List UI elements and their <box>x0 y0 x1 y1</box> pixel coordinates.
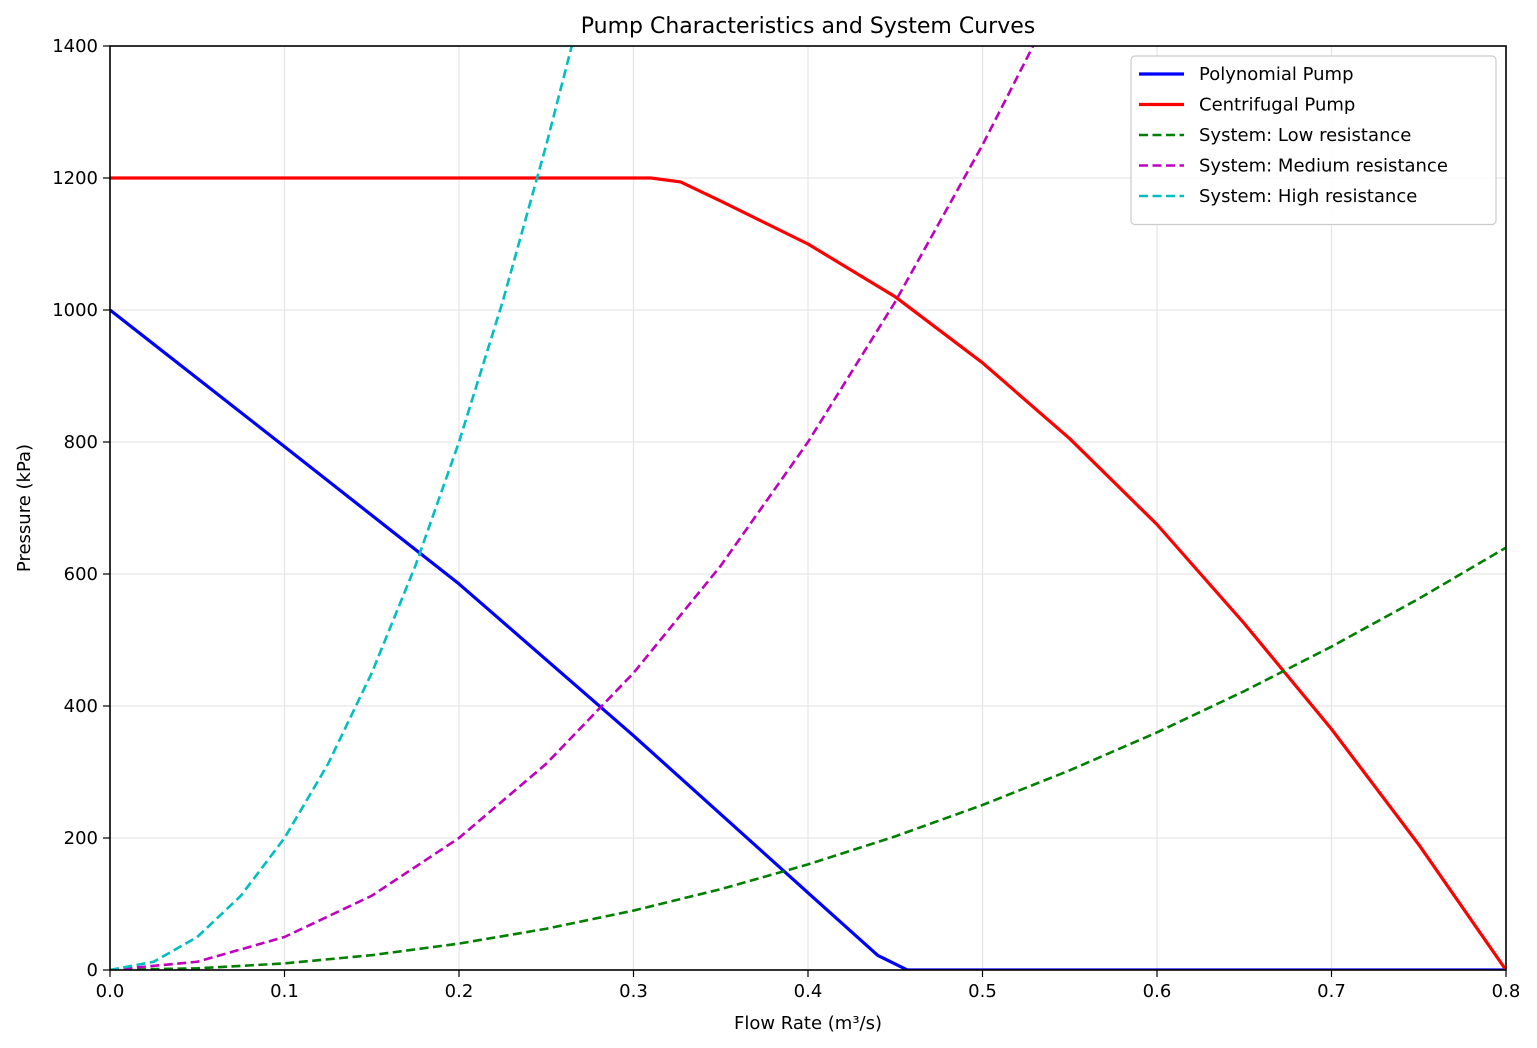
y-tick-label: 1000 <box>52 300 98 321</box>
y-axis-title: Pressure (kPa) <box>14 444 35 572</box>
legend-label-polynomial-pump: Polynomial Pump <box>1199 64 1354 85</box>
x-tick-label: 0.3 <box>619 981 648 1002</box>
x-tick-label: 0.4 <box>794 981 823 1002</box>
x-tick-label: 0.5 <box>968 981 997 1002</box>
series-line-polynomial-pump <box>110 308 1506 970</box>
x-tick-label: 0.6 <box>1143 981 1172 1002</box>
legend: Polynomial Pump Centrifugal Pump System: L… <box>1130 55 1497 226</box>
x-tick-label: 0.0 <box>96 981 125 1002</box>
x-axis-title: Flow Rate (m³/s) <box>734 1013 882 1034</box>
legend-label-system-low-resistance: System: Low resistance <box>1199 125 1411 146</box>
series-line-system-low-resistance <box>110 546 1506 970</box>
y-tick-label: 200 <box>64 828 98 849</box>
chart-title: Pump Characteristics and System Curves <box>581 14 1035 39</box>
y-tick-label: 600 <box>64 564 98 585</box>
y-tick-label: 0 <box>87 960 98 981</box>
legend-label-centrifugal-pump: Centrifugal Pump <box>1199 95 1355 116</box>
y-tick-label: 400 <box>64 696 98 717</box>
tick-layer: 0.0 0.1 0.2 0.3 0.4 0.5 0.6 0.7 0.8 0 200 400 600 800… <box>52 36 1520 1002</box>
x-tick-label: 0.1 <box>270 981 299 1002</box>
y-tick-label: 800 <box>64 432 98 453</box>
legend-box <box>1130 55 1497 226</box>
y-tick-label: 1400 <box>52 36 98 57</box>
legend-label-system-medium-resistance: System: Medium resistance <box>1199 156 1448 177</box>
x-tick-label: 0.7 <box>1317 981 1346 1002</box>
y-tick-label: 1200 <box>52 168 98 189</box>
x-tick-label: 0.8 <box>1492 981 1521 1002</box>
series-line-system-high-resistance <box>110 46 573 970</box>
series-line-centrifugal-pump <box>110 176 1506 970</box>
series-line-system-medium-resistance <box>110 46 1035 970</box>
legend-label-system-high-resistance: System: High resistance <box>1199 186 1417 207</box>
x-tick-label: 0.2 <box>445 981 474 1002</box>
series-layer <box>110 46 1506 970</box>
